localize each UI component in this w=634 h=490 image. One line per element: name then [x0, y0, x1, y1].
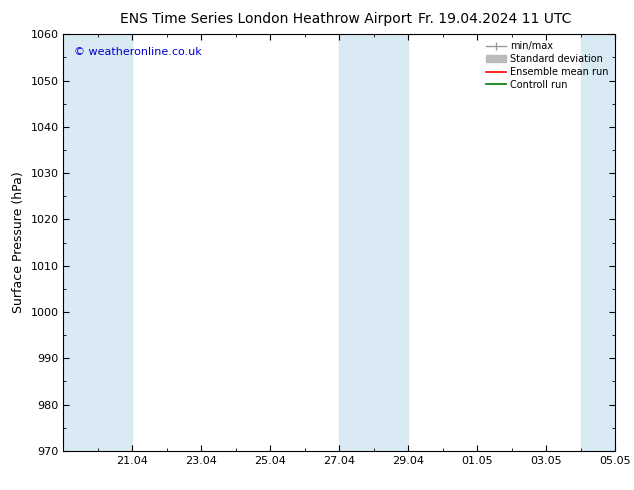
Y-axis label: Surface Pressure (hPa): Surface Pressure (hPa) — [12, 172, 25, 314]
Legend: min/max, Standard deviation, Ensemble mean run, Controll run: min/max, Standard deviation, Ensemble me… — [484, 39, 610, 92]
Text: ENS Time Series London Heathrow Airport: ENS Time Series London Heathrow Airport — [120, 12, 412, 26]
Bar — [581, 34, 615, 451]
Bar — [63, 34, 133, 451]
Text: Fr. 19.04.2024 11 UTC: Fr. 19.04.2024 11 UTC — [418, 12, 571, 26]
Bar — [339, 34, 408, 451]
Text: © weatheronline.co.uk: © weatheronline.co.uk — [74, 47, 202, 57]
